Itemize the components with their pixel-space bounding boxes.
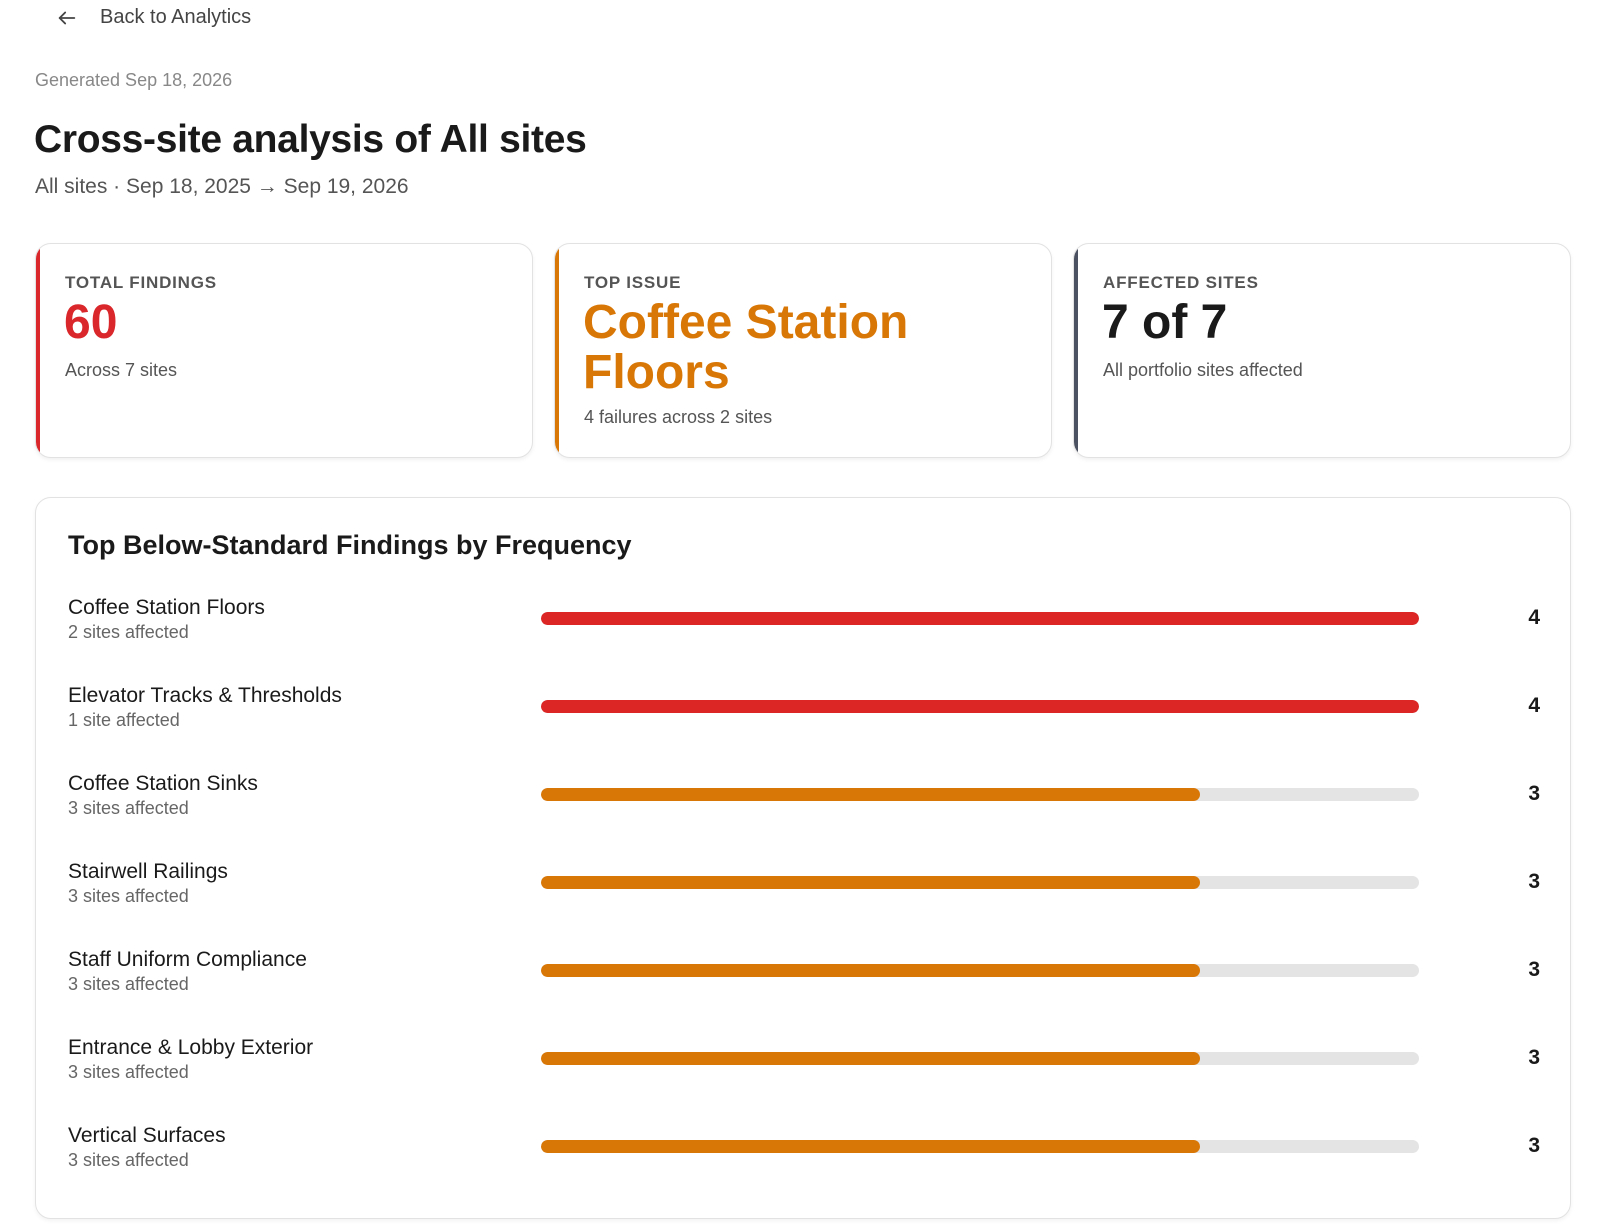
finding-count: 3 — [1528, 958, 1540, 981]
finding-bar-track — [541, 788, 1419, 801]
finding-bar-track — [541, 612, 1419, 625]
card-label: AFFECTED SITES — [1103, 273, 1259, 292]
finding-sites: 3 sites affected — [68, 886, 189, 906]
finding-row: Staff Uniform Compliance 3 sites affecte… — [36, 948, 1570, 1008]
back-link-label: Back to Analytics — [100, 6, 252, 28]
card-value: 7 of 7 — [1102, 296, 1228, 349]
finding-bar-fill — [541, 964, 1200, 977]
finding-name: Entrance & Lobby Exterior — [68, 1036, 314, 1059]
findings-panel: Top Below-Standard Findings by Frequency… — [35, 497, 1571, 1219]
panel-title: Top Below-Standard Findings by Frequency — [68, 530, 632, 560]
finding-sites: 1 site affected — [68, 710, 180, 730]
card-note: Across 7 sites — [65, 360, 178, 380]
finding-count: 3 — [1528, 1046, 1540, 1069]
finding-bar-fill — [541, 788, 1200, 801]
finding-name: Coffee Station Sinks — [68, 772, 258, 795]
finding-bar-track — [541, 876, 1419, 889]
finding-sites: 3 sites affected — [68, 1150, 189, 1170]
card-value: 60 — [64, 296, 118, 349]
finding-name: Staff Uniform Compliance — [68, 948, 307, 971]
total-findings-card: TOTAL FINDINGS 60 Across 7 sites — [35, 243, 533, 458]
finding-row: Coffee Station Floors 2 sites affected 4 — [36, 596, 1570, 656]
finding-bar-fill — [541, 612, 1419, 625]
top-issue-card: TOP ISSUE Coffee Station Floors 4 failur… — [554, 243, 1052, 458]
finding-row: Entrance & Lobby Exterior 3 sites affect… — [36, 1036, 1570, 1096]
finding-count: 4 — [1528, 606, 1540, 629]
finding-count: 4 — [1528, 694, 1540, 717]
finding-sites: 3 sites affected — [68, 1062, 189, 1082]
finding-sites: 3 sites affected — [68, 798, 189, 818]
page-title: Cross-site analysis of All sites — [34, 118, 587, 161]
finding-count: 3 — [1528, 782, 1540, 805]
finding-name: Coffee Station Floors — [68, 596, 265, 619]
finding-bar-fill — [541, 700, 1419, 713]
arrow-left-icon — [58, 11, 76, 24]
finding-row: Vertical Surfaces 3 sites affected 3 — [36, 1124, 1570, 1184]
finding-bar-track — [541, 1052, 1419, 1065]
page-subtitle: All sites · Sep 18, 2025 → Sep 19, 2026 — [35, 175, 409, 198]
finding-row: Stairwell Railings 3 sites affected 3 — [36, 860, 1570, 920]
finding-row: Coffee Station Sinks 3 sites affected 3 — [36, 772, 1570, 832]
finding-bar-fill — [541, 876, 1200, 889]
finding-bar-track — [541, 700, 1419, 713]
finding-name: Stairwell Railings — [68, 860, 228, 883]
finding-sites: 3 sites affected — [68, 974, 189, 994]
finding-bar-fill — [541, 1140, 1200, 1153]
card-value: Coffee Station Floors — [583, 296, 909, 399]
card-label: TOTAL FINDINGS — [65, 273, 217, 292]
card-note: 4 failures across 2 sites — [584, 407, 773, 427]
finding-row: Elevator Tracks & Thresholds 1 site affe… — [36, 684, 1570, 744]
finding-bar-track — [541, 1140, 1419, 1153]
back-to-analytics-link[interactable]: Back to Analytics — [56, 6, 251, 29]
finding-sites: 2 sites affected — [68, 622, 189, 642]
finding-count: 3 — [1528, 870, 1540, 893]
card-label: TOP ISSUE — [584, 273, 682, 292]
finding-bar-fill — [541, 1052, 1200, 1065]
finding-bar-track — [541, 964, 1419, 977]
finding-name: Elevator Tracks & Thresholds — [68, 684, 342, 707]
finding-count: 3 — [1528, 1134, 1540, 1157]
generated-date: Generated Sep 18, 2026 — [35, 70, 233, 90]
affected-sites-card: AFFECTED SITES 7 of 7 All portfolio site… — [1073, 243, 1571, 458]
card-note: All portfolio sites affected — [1103, 360, 1303, 380]
finding-name: Vertical Surfaces — [68, 1124, 226, 1147]
